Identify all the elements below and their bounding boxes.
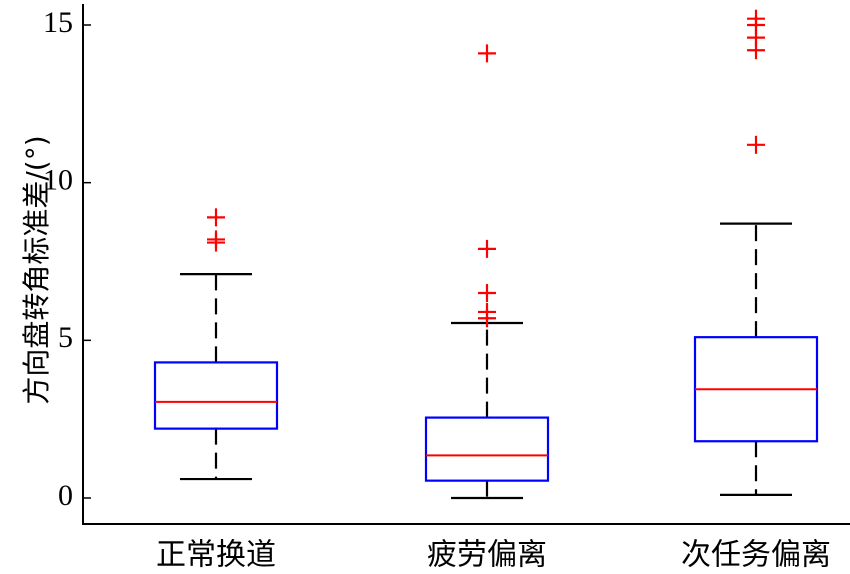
box-group <box>693 9 819 496</box>
y-tick-label: 10 <box>43 164 73 197</box>
y-axis-title: 方向盘转角标准差/(°) <box>20 135 53 404</box>
outlier-marker <box>478 302 496 321</box>
box-group <box>424 44 550 500</box>
outlier-marker <box>747 135 765 154</box>
outlier-marker <box>747 9 765 28</box>
outlier-marker <box>478 44 496 63</box>
y-tick-label: 15 <box>43 6 73 39</box>
y-tick-label: 5 <box>58 321 73 354</box>
y-axis-ticks: 0 5 10 15 <box>43 6 91 512</box>
outlier-marker <box>478 284 496 303</box>
outlier-marker <box>207 230 225 249</box>
outlier-marker <box>207 208 225 227</box>
box-group <box>153 208 279 481</box>
x-category-label: 疲劳偏离 <box>427 538 547 573</box>
x-category-label: 正常换道 <box>156 538 276 573</box>
outlier-marker <box>478 239 496 258</box>
iqr-box <box>424 416 550 482</box>
x-category-label: 次任务偏离 <box>681 538 831 573</box>
iqr-box <box>153 361 279 430</box>
y-tick-label: 0 <box>58 479 73 512</box>
y-axis-title-group: 方向盘转角标准差/(°) <box>20 135 53 404</box>
x-axis-labels: 正常换道 疲劳偏离 次任务偏离 <box>156 538 831 573</box>
box-series <box>153 9 819 500</box>
plot-axes <box>82 4 850 525</box>
